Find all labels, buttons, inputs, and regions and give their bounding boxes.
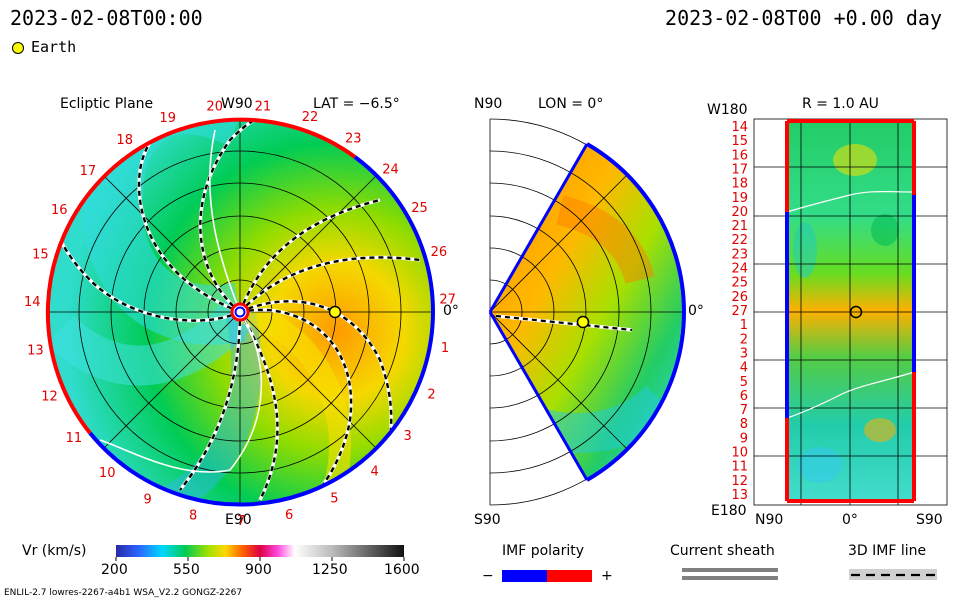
carrington-label: 24 [382,162,399,177]
map-row-label: 23 [731,247,748,262]
carrington-label: 11 [66,431,83,446]
meridional-bottom-label: S90 [474,512,501,528]
map-row-label: 19 [731,191,748,206]
map-row-label: 25 [731,276,748,291]
map-row-label: 13 [731,488,748,503]
meridional-lon-label: LON = 0° [538,96,604,112]
earth-marker-map [849,305,863,319]
map-bottom-label-s90: S90 [916,512,943,528]
map-row-label: 11 [731,460,748,475]
carrington-label: 22 [302,110,319,125]
map-row-label: 27 [731,304,748,319]
current-sheath-title: Current sheath [670,543,775,559]
colorbar-tick-550: 550 [173,562,200,578]
colorbar-tick-900: 900 [245,562,272,578]
map-bottom-label-n90: N90 [755,512,784,528]
carrington-label: 20 [206,100,223,115]
carrington-label: 14 [24,295,41,310]
map-row-labels: 1415161718192021222324252627123456789101… [731,120,748,503]
map-row-label: 2 [740,332,748,347]
carrington-label: 19 [159,111,176,126]
meridional-zero-label: 0° [688,303,704,319]
datetime-left: 2023-02-08T00:00 [10,6,203,30]
carrington-label: 23 [345,132,362,147]
colorbar [116,545,404,557]
carrington-label: 27 [439,293,456,308]
map-row-label: 1 [740,318,748,333]
ecliptic-lat-label: LAT = −6.5° [313,96,400,112]
imf-plus-label: + [601,568,613,584]
ecliptic-zero-label: 0° [443,303,459,319]
earth-legend-label: Earth [31,38,77,56]
carrington-label: 6 [285,508,293,523]
map-row-label: 18 [731,177,748,192]
carrington-label: 2 [427,387,435,402]
earth-legend-icon [12,42,24,54]
map-row-label: 22 [731,233,748,248]
carrington-labels: 20 21222324252627123456789101112131415161… [24,99,456,529]
carrington-label: 7 [237,514,245,529]
carrington-label: 12 [41,390,58,405]
meridional-panel [488,118,686,506]
ecliptic-top-label: W90 [221,96,253,112]
colorbar-label: Vr (km/s) [22,543,87,559]
map-row-label: 4 [740,361,748,376]
map-row-label: 14 [731,120,748,135]
carrington-label: 3 [403,429,411,444]
map-row-label: 24 [731,262,748,277]
carrington-label: 5 [330,491,338,506]
colorbar-ticks [115,557,405,561]
map-row-label: 20 [731,205,748,220]
ecliptic-bottom-label: E90 [225,512,252,528]
carrington-label: 15 [32,248,49,263]
carrington-label: 16 [51,203,68,218]
colorbar-tick-1600: 1600 [384,562,420,578]
carrington-label: 25 [411,201,428,216]
colorbar-tick-1250: 1250 [312,562,348,578]
imf-line-title: 3D IMF line [848,543,927,559]
map-row-label: 16 [731,148,748,163]
carrington-label: 10 [99,466,116,481]
earth-marker-ecliptic [328,305,342,319]
map-row-label: 10 [731,446,748,461]
carrington-label: 4 [370,465,378,480]
carrington-label: 18 [116,133,133,148]
carrington-label: 26 [431,245,448,260]
model-info: ENLIL-2.7 lowres-2267-a4b1 WSA_V2.2 GONG… [4,588,243,598]
synoptic-map-panel [753,118,948,506]
carrington-label: 21 [255,99,272,114]
colorbar-tick-200: 200 [101,562,128,578]
carrington-label: 9 [144,492,152,507]
map-row-label: 26 [731,290,748,305]
carrington-label: 8 [189,509,197,524]
ecliptic-plane-panel [45,117,435,507]
datetime-right: 2023-02-08T00 +0.00 day [665,6,942,30]
ecliptic-title: Ecliptic Plane [60,96,154,112]
map-row-label: 5 [740,375,748,390]
carrington-label: 17 [80,164,97,179]
meridional-top-label: N90 [474,96,503,112]
map-row-label: 6 [740,389,748,404]
map-row-label: 3 [740,347,748,362]
imf-minus-label: − [482,568,494,584]
map-row-label: 12 [731,474,748,489]
map-row-label: 17 [731,163,748,178]
map-row-label: 9 [740,431,748,446]
map-bottom-label-0: 0° [842,512,858,528]
map-title: R = 1.0 AU [802,96,879,112]
imf-polarity-title: IMF polarity [502,543,585,559]
carrington-label: 1 [441,341,449,356]
map-row-label: 8 [740,417,748,432]
map-row-label: 21 [731,219,748,234]
map-bottom-left-label: E180 [711,503,747,519]
earth-marker-meridional [576,315,590,329]
map-top-left-label: W180 [707,102,748,118]
map-row-label: 7 [740,403,748,418]
carrington-label: 13 [27,343,44,358]
map-row-label: 15 [731,134,748,149]
